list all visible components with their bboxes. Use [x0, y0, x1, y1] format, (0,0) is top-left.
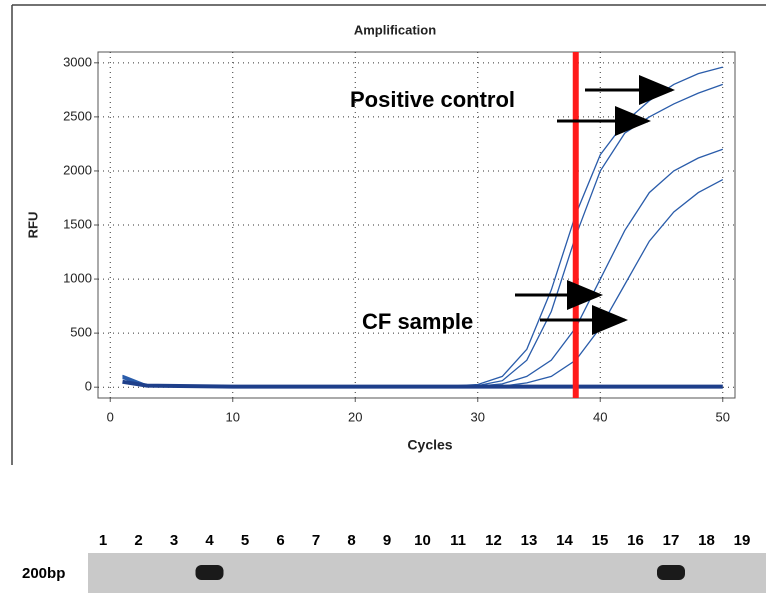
- x-tick-label: 10: [226, 409, 240, 424]
- annotation: CF sample: [362, 309, 473, 334]
- lane-label: 3: [170, 532, 178, 549]
- lane-label: 4: [205, 532, 214, 549]
- series-line: [122, 83, 724, 387]
- lane-label: 5: [241, 532, 249, 549]
- series-line: [122, 148, 724, 387]
- lane-label: 13: [521, 532, 538, 549]
- y-axis-label: RFU: [25, 212, 40, 239]
- lane-label: 16: [627, 532, 644, 549]
- annotations: Positive control CF sample: [350, 87, 515, 334]
- lane-label: 2: [134, 532, 142, 549]
- x-axis-label: Cycles: [407, 437, 452, 453]
- x-tick-label: 20: [348, 409, 362, 424]
- y-tick-label: 2500: [63, 108, 92, 123]
- lane-label: 9: [383, 532, 391, 549]
- lane-label: 15: [592, 532, 609, 549]
- y-tick-label: 0: [85, 379, 92, 394]
- lane-label: 18: [698, 532, 715, 549]
- chart-title: Amplification: [354, 22, 436, 37]
- x-tick-label: 0: [107, 409, 114, 424]
- lane-label: 10: [414, 532, 431, 549]
- lane-label: 8: [347, 532, 355, 549]
- x-tick-label: 30: [471, 409, 485, 424]
- y-tick-label: 2000: [63, 162, 92, 177]
- y-tick-label: 3000: [63, 54, 92, 69]
- series-line: [122, 379, 723, 389]
- y-tick-label: 1000: [63, 271, 92, 286]
- lane-label: 19: [734, 532, 751, 549]
- lane-label: 11: [450, 532, 466, 549]
- lane-label: 14: [556, 532, 573, 549]
- x-tick-label: 40: [593, 409, 607, 424]
- lane-label: 6: [276, 532, 284, 549]
- series-line: [122, 179, 724, 388]
- lane-label: 7: [312, 532, 320, 549]
- annotation: Positive control: [350, 87, 515, 112]
- lane-label: 12: [485, 532, 502, 549]
- gel-band: [657, 565, 685, 580]
- lane-label: 1: [99, 532, 107, 549]
- y-tick-label: 500: [70, 325, 92, 340]
- lane-label: 17: [663, 532, 680, 549]
- x-tick-label: 50: [716, 409, 730, 424]
- gel-band: [195, 565, 224, 580]
- y-tick-label: 1500: [63, 216, 92, 231]
- gel-marker: 200bp: [22, 565, 65, 582]
- series-line: [122, 66, 723, 387]
